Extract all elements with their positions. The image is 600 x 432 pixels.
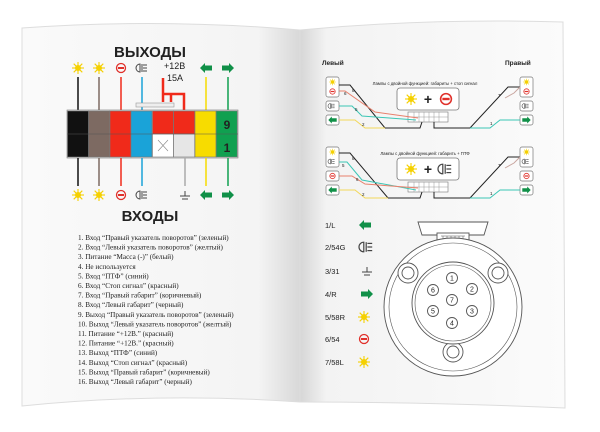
power-label: +12В [164,61,185,71]
wire-number: 8 [352,88,355,93]
diagram-2: Лампы с двойной функцией: габарить + ПТФ… [325,146,534,199]
right-label: Правый [505,59,531,67]
legend-label: 7/58L [325,358,344,367]
pin-9-label: 9 [224,118,231,132]
wire-number: 6 [356,177,359,182]
legend-label: 2/54G [325,243,346,252]
legend-label: 1/L [325,221,335,230]
legend-label: 3/31 [325,267,340,276]
svg-text:+: + [424,161,432,177]
list-item: 7. Вход “Правый габарит” (коричневый) [78,292,202,300]
pin-legend: 1/L 2/54G 3/31 4/R 5/58R 6/54 7/58L [325,220,373,369]
list-item: 2. Вход “Левый указатель поворотов” (жел… [78,244,223,252]
diagram-1-caption: Лампы с двойной функцией: габариты + сто… [373,81,478,86]
legend-label: 6/54 [325,335,340,344]
legend-label: 4/R [325,290,337,299]
list-item: 9. Выход “Правый указатель поворотов” (з… [78,311,234,319]
pin-1-label: 1 [224,141,231,155]
left-label: Левый [322,59,344,67]
list-item: 6. Вход “Стоп сигнал” (красный) [78,282,179,290]
list-item: 5. Вход “ПТФ” (синий) [78,272,149,280]
list-item: 13. Выход “ПТФ” (синий) [78,349,158,357]
connector-block [66,109,239,159]
sun-icon [71,61,85,75]
svg-text:+: + [424,91,432,107]
pin-label: 5 [431,309,435,316]
list-item: 14. Выход “Стоп сигнал” (красный) [78,359,188,367]
sun-icon [404,92,418,106]
list-item: 4. Не используется [78,263,136,271]
wire-number: 1 [490,191,493,196]
legend-label: 5/58R [325,313,346,322]
socket-pin-labels: 1 2 3 4 5 6 7 [431,276,474,328]
sun-icon [404,162,418,176]
pin-label: 4 [450,321,454,328]
list-item: 8. Вход “Левый габарит” (черный) [78,301,184,309]
diagram-1: Лампы с двойной функцией: габариты + сто… [325,76,534,129]
pin-label: 2 [470,287,474,294]
sun-icon [328,78,337,86]
wire-number: 6 [344,91,347,96]
input-wires [77,158,229,186]
wire-number: 2 [362,192,365,197]
pin-list: 1. Вход “Правый указатель поворотов” (зе… [78,234,234,386]
list-item: 16. Выход “Левый габарит” (черный) [78,378,193,386]
wire-number: 5 [342,163,345,168]
fuse-label: 15А [167,73,183,83]
sun-icon [71,188,85,202]
sun-icon [357,355,371,369]
list-item: 10. Выход “Левый указатель поворотов” (ж… [78,320,232,328]
wire-number: 7 [498,93,501,98]
outputs-title: ВЫХОДЫ [114,44,186,61]
pin-label: 7 [450,298,454,305]
wire-number: 8 [352,156,355,161]
list-item: 15. Выход “Правый габарит” (коричневый) [78,368,210,376]
list-item: 3. Питание “Масса (-)” (белый) [78,253,174,261]
sun-icon [92,188,106,202]
wire-number: 2 [362,122,365,127]
sun-icon [522,78,531,86]
wire-number: 5 [355,107,358,112]
sun-icon [328,148,337,156]
list-item: 12. Питание “+12В.” (красный) [78,340,174,348]
sun-icon [522,148,531,156]
inputs-title: ВХОДЫ [122,208,179,225]
sun-icon [92,61,106,75]
list-item: 11. Питание “+12В.” (красный) [78,330,174,338]
diagram-2-caption: Лампы с двойной функцией: габарить + ПТФ [380,151,470,156]
sun-icon [357,310,371,324]
list-item: 1. Вход “Правый указатель поворотов” (зе… [78,234,229,242]
pin-label: 1 [450,276,454,283]
socket-diagram [383,221,523,377]
output-wires [77,77,229,110]
pin-label: 6 [431,288,435,295]
wire-number: 1 [490,121,493,126]
wire-number: 7 [498,163,501,168]
pin-label: 3 [470,309,474,316]
